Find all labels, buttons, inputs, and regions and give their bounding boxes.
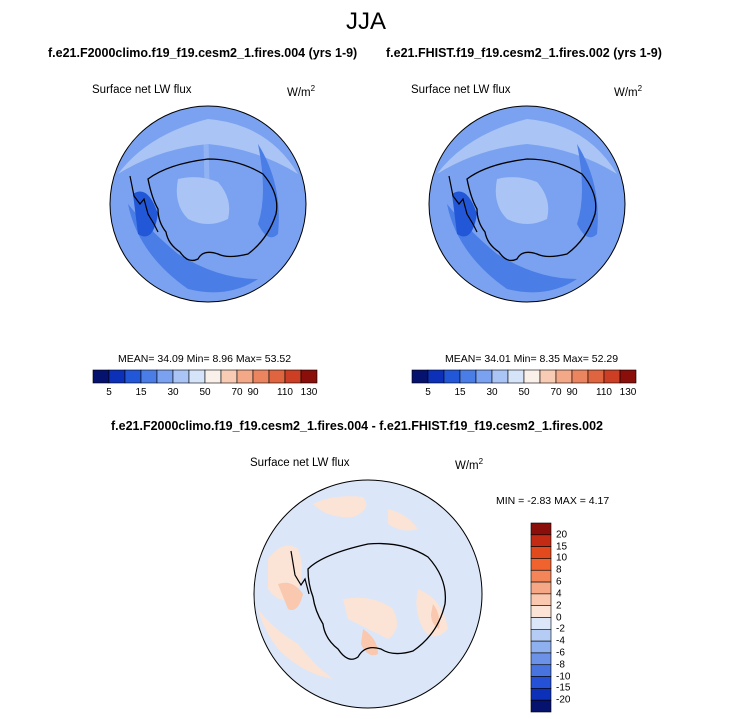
- diff-colorbar-label: 6: [556, 576, 562, 588]
- colorbar-swatch: [156, 369, 174, 384]
- colorbar-swatch: [236, 369, 254, 384]
- diff-colorbar-label: -8: [556, 659, 565, 671]
- right-panel-variable-label: Surface net LW flux: [411, 84, 511, 96]
- colorbar-swatch: [459, 369, 477, 384]
- diff-colorbar-swatch: [530, 569, 552, 583]
- colorbar-swatch: [204, 369, 222, 384]
- diff-colorbar-label: -15: [556, 682, 571, 694]
- diff-colorbar-swatch: [530, 664, 552, 677]
- diff-colorbar-label: -20: [556, 694, 571, 706]
- diff-colorbar-label: 2: [556, 600, 562, 612]
- diff-colorbar-swatch: [530, 629, 552, 642]
- colorbar-swatch: [491, 369, 509, 384]
- left-panel-case-title: f.e21.F2000climo.f19_f19.cesm2_1.fires.0…: [48, 46, 358, 60]
- diff-colorbar-label: -4: [556, 635, 565, 647]
- colorbar-swatch: [411, 369, 429, 384]
- right-panel-case-title: f.e21.FHIST.f19_f19.cesm2_1.fires.002 (y…: [386, 46, 662, 60]
- right-colorbar-labels: 5 15 30 50 70 90 110 130: [412, 387, 636, 399]
- colorbar-swatch: [587, 369, 605, 384]
- colorbar-swatch: [555, 369, 573, 384]
- left-colorbar-labels: 5 15 30 50 70 90 110 130: [93, 387, 317, 399]
- colorbar-swatch: [220, 369, 238, 384]
- diff-colorbar-swatch: [530, 617, 552, 630]
- diff-colorbar-label: 15: [556, 541, 568, 553]
- right-colorbar-label: 15: [454, 387, 466, 398]
- diff-colorbar-swatch: [530, 593, 552, 606]
- diff-colorbar-swatch: [530, 605, 552, 618]
- left-panel-stats: MEAN= 34.09 Min= 8.96 Max= 53.52: [118, 353, 292, 365]
- colorbar-swatch: [619, 369, 637, 384]
- right-panel-stats: MEAN= 34.01 Min= 8.35 Max= 52.29: [445, 353, 619, 365]
- figure-title: JJA: [345, 8, 386, 35]
- colorbar-swatch: [172, 369, 190, 384]
- right-colorbar-label: 30: [486, 387, 498, 398]
- diff-colorbar-swatch: [530, 534, 552, 547]
- diff-panel-units: W/m2: [455, 457, 484, 472]
- diff-colorbar-labels: 20 15 10 8 6 4 2 0 -2 -4 -6 -8 -10 -15 -…: [556, 523, 586, 712]
- colorbar-swatch: [427, 369, 445, 384]
- diff-colorbar: [530, 522, 552, 713]
- left-panel-variable-label: Surface net LW flux: [92, 84, 192, 96]
- colorbar-swatch: [108, 369, 126, 384]
- diff-colorbar-label: -6: [556, 647, 565, 659]
- diff-colorbar-label: 20: [556, 529, 568, 541]
- diff-colorbar-swatch: [530, 640, 552, 654]
- right-colorbar-label: 50: [518, 387, 530, 398]
- left-colorbar-label: 110: [277, 387, 293, 398]
- colorbar-swatch: [140, 369, 158, 384]
- right-colorbar-label: 130: [619, 387, 637, 398]
- left-panel-units: W/m2: [287, 84, 316, 99]
- diff-colorbar-swatch: [530, 546, 552, 559]
- diff-colorbar-label: 8: [556, 564, 562, 576]
- right-colorbar-label: 90: [566, 387, 578, 398]
- right-colorbar-label: 70: [550, 387, 562, 398]
- left-colorbar-label: 90: [247, 387, 259, 398]
- left-colorbar-label: 50: [199, 387, 211, 398]
- colorbar-swatch: [92, 369, 110, 384]
- diff-colorbar-swatch: [530, 688, 552, 701]
- colorbar-swatch: [300, 369, 318, 384]
- left-colorbar-label: 30: [167, 387, 179, 398]
- diff-colorbar-label: 10: [556, 552, 568, 564]
- diff-colorbar-label: 0: [556, 612, 562, 623]
- diff-colorbar-swatch: [530, 558, 552, 571]
- left-colorbar-label: 70: [231, 387, 243, 398]
- colorbar-swatch: [571, 369, 589, 384]
- diff-colorbar-label: 4: [556, 588, 562, 600]
- left-panel-polar-map: [109, 105, 307, 303]
- colorbar-swatch: [539, 369, 557, 384]
- diff-colorbar-swatch: [530, 522, 552, 536]
- diff-colorbar-label: -2: [556, 623, 565, 635]
- right-panel-units: W/m2: [614, 84, 643, 99]
- colorbar-swatch: [268, 369, 286, 384]
- diff-colorbar-swatch: [530, 652, 552, 666]
- colorbar-swatch: [523, 369, 541, 384]
- left-colorbar: [92, 369, 318, 384]
- diff-panel-case-title: f.e21.F2000climo.f19_f19.cesm2_1.fires.0…: [111, 419, 603, 433]
- diff-colorbar-label: -10: [556, 671, 571, 682]
- right-colorbar: [411, 369, 637, 384]
- colorbar-swatch: [603, 369, 621, 384]
- diff-panel-polar-map: [253, 479, 483, 709]
- colorbar-swatch: [475, 369, 493, 384]
- diff-colorbar-swatch: [530, 581, 552, 595]
- diff-panel-stats: MIN = -2.83 MAX = 4.17: [496, 495, 610, 507]
- colorbar-swatch: [507, 369, 525, 384]
- diff-panel-variable-label: Surface net LW flux: [250, 457, 350, 469]
- diff-colorbar-swatch: [530, 699, 552, 713]
- left-colorbar-label: 130: [300, 387, 318, 398]
- left-colorbar-label: 5: [106, 387, 112, 398]
- right-colorbar-label: 5: [425, 387, 431, 398]
- colorbar-swatch: [284, 369, 302, 384]
- colorbar-swatch: [443, 369, 461, 384]
- diff-colorbar-swatch: [530, 676, 552, 689]
- colorbar-swatch: [252, 369, 270, 384]
- colorbar-swatch: [188, 369, 206, 384]
- right-colorbar-label: 110: [596, 387, 612, 398]
- colorbar-swatch: [124, 369, 142, 384]
- right-panel-polar-map: [428, 105, 626, 303]
- left-colorbar-label: 15: [135, 387, 147, 398]
